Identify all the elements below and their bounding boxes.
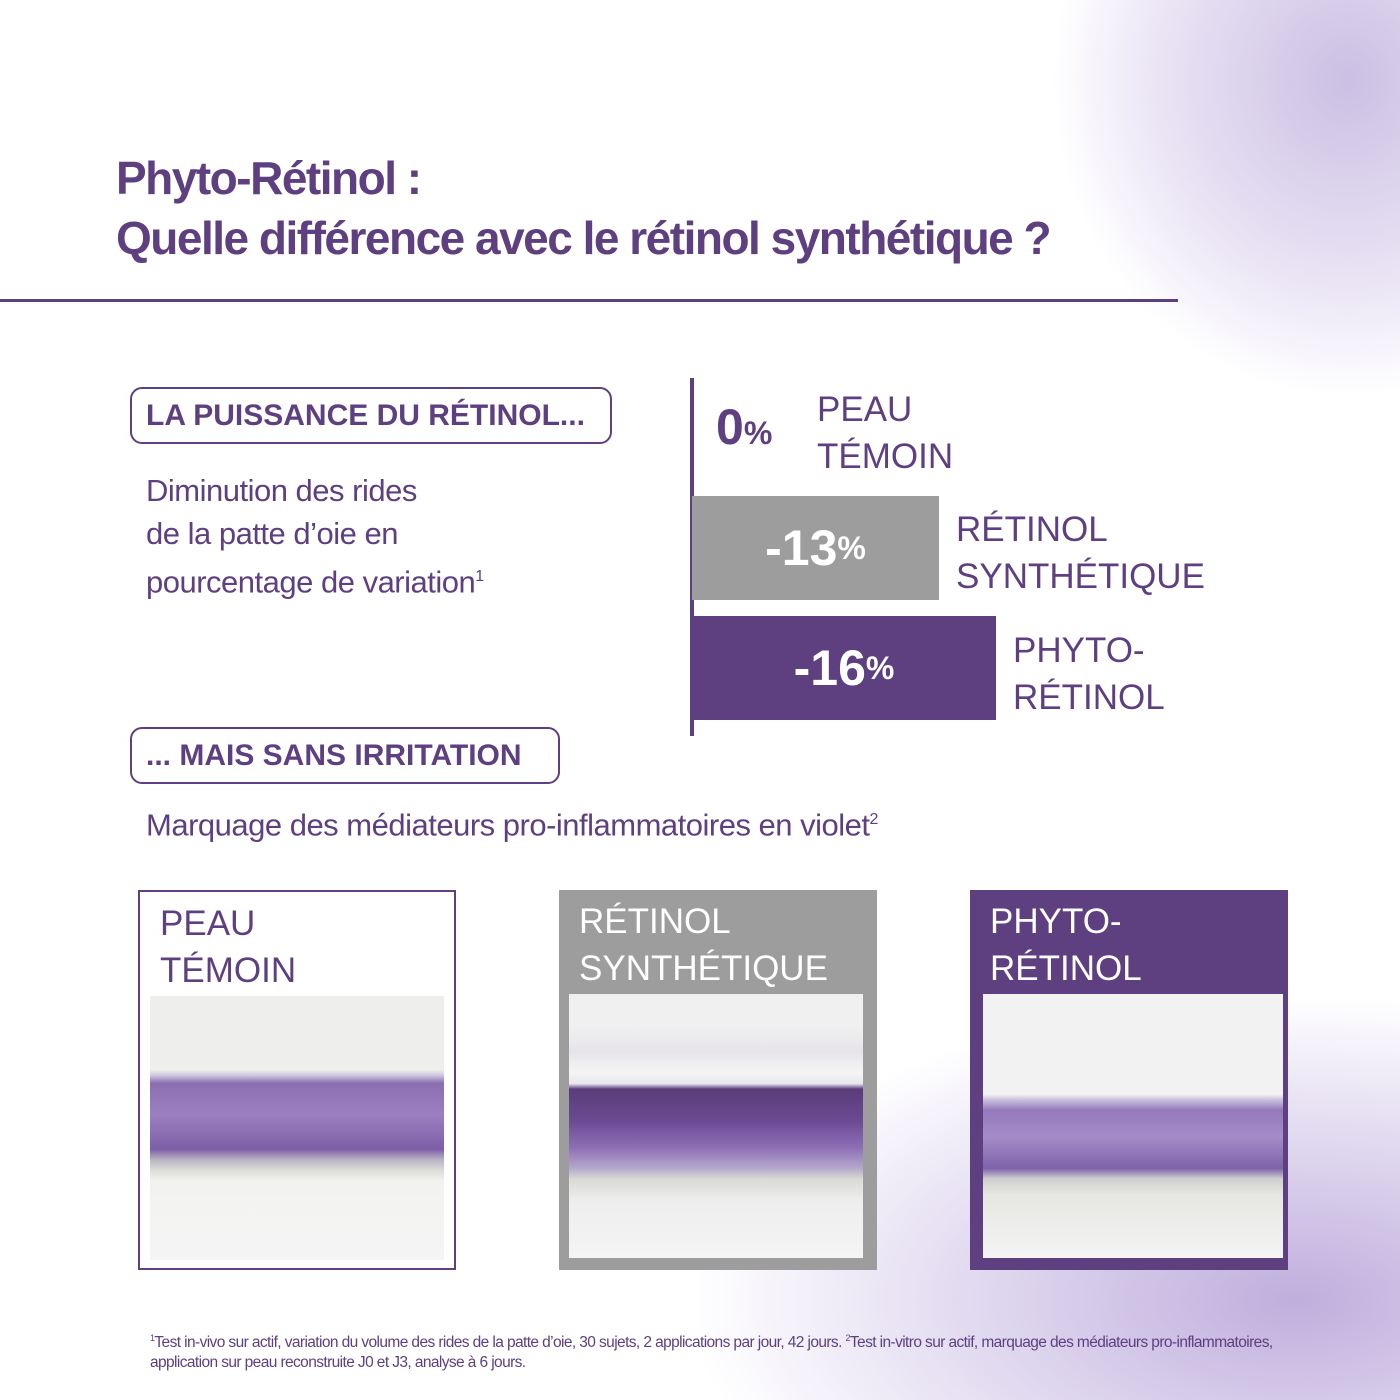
bar-phyto-retinol: -16% [692, 616, 996, 720]
bar-retinol-synthetique: -13% [692, 496, 939, 600]
histology-image [150, 996, 444, 1260]
panel-retinol-synthetique: RÉTINOL SYNTHÉTIQUE [559, 890, 877, 1270]
divider [0, 299, 1178, 302]
bar-value-0: 0% [716, 399, 773, 455]
footnotes: 1Test in-vivo sur actif, variation du vo… [150, 1333, 1273, 1372]
bar-label-retinol-synthetique: RÉTINOL SYNTHÉTIQUE [956, 510, 1205, 596]
section-pill-irritation: ... MAIS SANS IRRITATION [130, 727, 560, 784]
serum-drop-decoration [1050, 0, 1400, 400]
section1-description: Diminution des rides de la patte d’oie e… [146, 473, 484, 600]
section-pill-power: LA PUISSANCE DU RÉTINOL... [130, 387, 612, 444]
bar-label-peau-temoin: PEAU TÉMOIN [817, 390, 954, 476]
bar-label-phyto-retinol: PHYTO- RÉTINOL [1013, 631, 1165, 717]
page-title: Phyto-Rétinol : Quelle différence avec l… [116, 152, 1052, 264]
panel-peau-temoin: PEAU TÉMOIN [138, 890, 456, 1270]
histology-image [983, 994, 1283, 1258]
section2-description: Marquage des médiateurs pro-inflammatoir… [146, 807, 878, 843]
panel-phyto-retinol: PHYTO- RÉTINOL [970, 890, 1288, 1270]
histology-image [569, 994, 863, 1258]
